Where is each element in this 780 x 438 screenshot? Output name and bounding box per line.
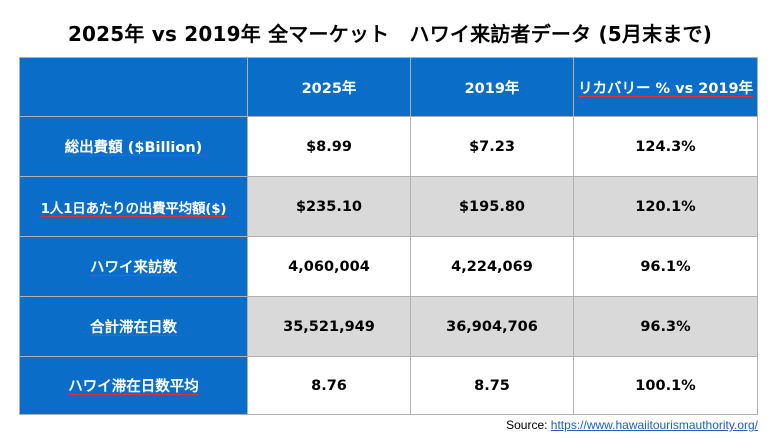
header-recovery-label: リカバリー % vs 2019年 <box>578 80 754 97</box>
table-row-total-spending: 総出費額 ($Billion) $8.99 $7.23 124.3% <box>19 116 758 177</box>
row-label-total-spending: 総出費額 ($Billion) <box>19 116 248 177</box>
header-recovery: リカバリー % vs 2019年 <box>573 57 758 117</box>
row-label-visitor-days: 合計滞在日数 <box>19 296 248 357</box>
cell-2025-daily-spending: $235.10 <box>247 176 411 237</box>
row-label-daily-spending: 1人1日あたりの出費平均額($) <box>19 176 248 237</box>
cell-2025-total-spending: $8.99 <box>247 116 411 177</box>
cell-2025-visitor-days: 35,521,949 <box>247 296 411 357</box>
cell-recovery-visitor-days: 96.3% <box>573 296 758 357</box>
cell-2025-average-stay: 8.76 <box>247 356 411 415</box>
page-title: 2025年 vs 2019年 全マーケット ハワイ来訪者データ (5月末まで) <box>67 22 713 46</box>
row-label-visitor-arrivals: ハワイ来訪数 <box>19 236 248 297</box>
table-row-visitor-arrivals: ハワイ来訪数 4,060,004 4,224,069 96.1% <box>19 236 758 297</box>
source-prefix: Source: <box>506 418 551 432</box>
table-row-visitor-days: 合計滞在日数 35,521,949 36,904,706 96.3% <box>19 296 758 357</box>
cell-recovery-average-stay: 100.1% <box>573 356 758 415</box>
row-label-average-stay: ハワイ滞在日数平均 <box>19 356 248 415</box>
table-row-average-stay: ハワイ滞在日数平均 8.76 8.75 100.1% <box>19 356 758 415</box>
cell-recovery-daily-spending: 120.1% <box>573 176 758 237</box>
source-link[interactable]: https://www.hawaiitourismauthority.org/ <box>550 418 758 432</box>
header-corner-cell <box>19 57 248 117</box>
cell-2019-total-spending: $7.23 <box>410 116 574 177</box>
cell-recovery-total-spending: 124.3% <box>573 116 758 177</box>
cell-2025-visitor-arrivals: 4,060,004 <box>247 236 411 297</box>
cell-2019-average-stay: 8.75 <box>410 356 574 415</box>
table-header-row: 2025年 2019年 リカバリー % vs 2019年 <box>19 57 758 117</box>
visitor-data-table: 2025年 2019年 リカバリー % vs 2019年 総出費額 ($Bill… <box>19 57 758 415</box>
cell-2019-daily-spending: $195.80 <box>410 176 574 237</box>
table-row-daily-spending: 1人1日あたりの出費平均額($) $235.10 $195.80 120.1% <box>19 176 758 237</box>
cell-2019-visitor-arrivals: 4,224,069 <box>410 236 574 297</box>
header-2019: 2019年 <box>410 57 574 117</box>
cell-2019-visitor-days: 36,904,706 <box>410 296 574 357</box>
header-2025: 2025年 <box>247 57 411 117</box>
source-note: Source: https://www.hawaiitourismauthori… <box>506 418 758 432</box>
cell-recovery-visitor-arrivals: 96.1% <box>573 236 758 297</box>
